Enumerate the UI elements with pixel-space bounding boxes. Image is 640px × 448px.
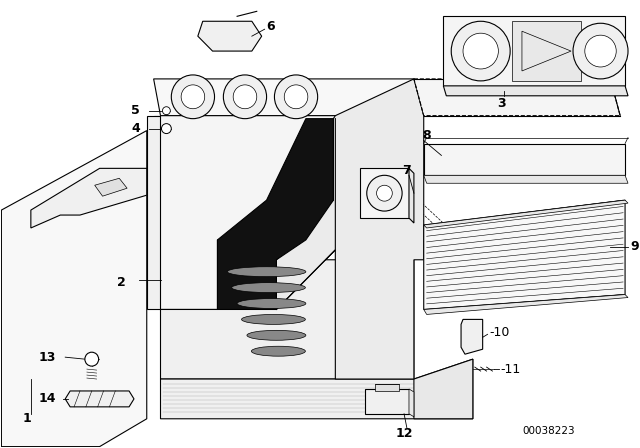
Polygon shape xyxy=(147,116,161,129)
Ellipse shape xyxy=(252,346,305,356)
Circle shape xyxy=(161,124,172,134)
Polygon shape xyxy=(31,168,147,228)
Circle shape xyxy=(573,23,628,79)
Polygon shape xyxy=(161,240,414,379)
Polygon shape xyxy=(147,116,161,310)
Text: -10: -10 xyxy=(490,326,510,339)
Polygon shape xyxy=(409,168,414,223)
Ellipse shape xyxy=(247,330,306,340)
Polygon shape xyxy=(409,389,414,417)
Circle shape xyxy=(367,175,402,211)
Text: 7: 7 xyxy=(402,164,411,177)
Text: 12: 12 xyxy=(396,427,413,440)
Text: 1: 1 xyxy=(23,412,32,425)
Polygon shape xyxy=(414,359,473,419)
Polygon shape xyxy=(374,384,399,391)
Polygon shape xyxy=(424,294,628,314)
Text: 5: 5 xyxy=(131,104,140,117)
Circle shape xyxy=(275,75,317,119)
Circle shape xyxy=(181,85,205,109)
Text: 6: 6 xyxy=(267,20,275,33)
Polygon shape xyxy=(424,175,628,183)
Polygon shape xyxy=(424,143,625,175)
Polygon shape xyxy=(360,168,409,218)
Ellipse shape xyxy=(237,298,306,309)
Circle shape xyxy=(284,85,308,109)
Polygon shape xyxy=(65,391,134,407)
Polygon shape xyxy=(424,200,628,228)
Circle shape xyxy=(163,107,170,115)
Text: 9: 9 xyxy=(630,241,639,254)
Polygon shape xyxy=(95,178,127,196)
Polygon shape xyxy=(414,79,620,116)
Text: -11: -11 xyxy=(500,362,520,375)
Polygon shape xyxy=(154,79,424,116)
Polygon shape xyxy=(365,389,409,414)
Circle shape xyxy=(585,35,616,67)
Text: 00038223: 00038223 xyxy=(522,426,575,436)
Ellipse shape xyxy=(227,267,306,277)
Polygon shape xyxy=(444,86,628,96)
Polygon shape xyxy=(444,16,625,86)
Text: 3: 3 xyxy=(497,97,506,110)
Ellipse shape xyxy=(232,283,305,293)
Circle shape xyxy=(463,33,499,69)
Polygon shape xyxy=(424,200,625,310)
Polygon shape xyxy=(512,21,581,81)
Circle shape xyxy=(172,75,214,119)
Polygon shape xyxy=(161,116,335,310)
Polygon shape xyxy=(198,21,262,51)
Polygon shape xyxy=(461,319,483,354)
Text: 8: 8 xyxy=(422,129,430,142)
Text: 13: 13 xyxy=(38,351,56,364)
Text: 4: 4 xyxy=(131,122,140,135)
Text: 2: 2 xyxy=(117,276,126,289)
Polygon shape xyxy=(276,79,424,379)
Circle shape xyxy=(376,185,392,201)
Circle shape xyxy=(451,21,510,81)
Text: 14: 14 xyxy=(38,392,56,405)
Polygon shape xyxy=(1,130,147,447)
Polygon shape xyxy=(161,359,473,419)
Polygon shape xyxy=(218,119,333,310)
Circle shape xyxy=(223,75,267,119)
Ellipse shape xyxy=(241,314,305,324)
Circle shape xyxy=(85,352,99,366)
Circle shape xyxy=(233,85,257,109)
